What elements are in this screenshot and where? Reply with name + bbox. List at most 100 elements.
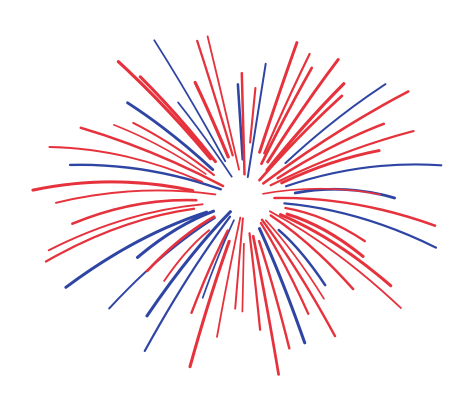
star-icon xyxy=(342,288,347,293)
blue-streak xyxy=(201,219,235,299)
star-icon xyxy=(44,126,50,132)
star-icon xyxy=(66,98,75,106)
red-streak xyxy=(278,213,393,288)
red-streak xyxy=(285,212,365,258)
star-icon xyxy=(369,81,375,87)
star-icon xyxy=(360,281,369,290)
star-icon xyxy=(316,29,325,38)
blue-streak xyxy=(135,209,216,259)
star-icon xyxy=(176,338,183,345)
star-icon xyxy=(425,130,430,134)
star-icon xyxy=(166,27,171,32)
blue-streak xyxy=(126,101,215,172)
star-icon xyxy=(411,268,416,272)
star-icon xyxy=(186,317,192,323)
star-icon xyxy=(334,281,341,287)
red-streak xyxy=(261,90,410,185)
red-streak xyxy=(234,217,244,310)
red-streak xyxy=(196,39,234,157)
red-streak xyxy=(269,214,355,291)
star-icon xyxy=(193,28,198,33)
star-icon xyxy=(235,9,242,16)
star-icon xyxy=(373,154,378,159)
blue-streak xyxy=(64,210,209,289)
red-streak xyxy=(55,189,217,204)
star-icon xyxy=(70,211,78,219)
star-icon xyxy=(41,239,49,246)
star-icon xyxy=(243,369,249,374)
red-streak xyxy=(116,60,213,161)
red-streak xyxy=(260,218,337,338)
red-streak xyxy=(265,82,346,172)
blue-streak xyxy=(177,101,233,178)
red-streak xyxy=(268,210,402,309)
red-streak xyxy=(132,121,215,177)
star-icon xyxy=(353,308,357,312)
star-icon xyxy=(251,38,258,45)
red-streak xyxy=(113,124,207,175)
star-icon xyxy=(294,70,298,74)
star-icon xyxy=(95,293,101,298)
blue-streak xyxy=(236,83,244,161)
star-icon xyxy=(373,307,377,311)
red-streak xyxy=(248,232,262,331)
star-icon xyxy=(284,317,290,323)
star-icon xyxy=(394,185,400,191)
blue-streak xyxy=(143,215,232,352)
star-icon xyxy=(217,14,222,19)
red-streak xyxy=(44,207,196,263)
star-icon xyxy=(368,237,375,244)
red-streak xyxy=(262,187,382,196)
star-icon xyxy=(447,229,452,234)
star-icon xyxy=(217,68,226,77)
star-icon xyxy=(216,40,223,47)
red-streak xyxy=(71,198,198,225)
red-streak xyxy=(260,66,314,166)
star-icon xyxy=(185,42,191,47)
star-icon xyxy=(143,300,147,304)
star-icon xyxy=(417,173,424,179)
red-streak xyxy=(190,229,229,314)
star-icon xyxy=(188,56,196,63)
red-streak xyxy=(273,196,437,227)
red-streak xyxy=(216,216,242,338)
red-streak xyxy=(251,234,280,376)
star-icon xyxy=(193,31,197,35)
star-icon xyxy=(32,203,37,207)
star-icon xyxy=(115,81,122,88)
star-icon xyxy=(176,87,181,92)
star-icon xyxy=(375,154,379,158)
red-streak xyxy=(249,86,257,144)
star-icon xyxy=(344,287,352,294)
star-icon xyxy=(27,241,34,248)
blue-streak xyxy=(246,62,267,178)
star-icon xyxy=(265,8,272,15)
star-icon xyxy=(246,321,254,329)
star-icon xyxy=(339,51,344,56)
star-icon xyxy=(414,244,423,252)
star-icon xyxy=(116,343,125,352)
red-streak xyxy=(259,221,310,315)
star-icon xyxy=(208,330,216,337)
red-streak xyxy=(258,41,299,154)
blue-streak xyxy=(145,210,232,318)
star-icon xyxy=(114,287,123,295)
star-icon xyxy=(61,91,65,95)
star-icon xyxy=(354,61,360,66)
red-streak xyxy=(266,58,340,164)
star-icon xyxy=(434,117,439,122)
star-icon xyxy=(150,70,156,76)
star-icon xyxy=(254,375,262,383)
star-icon xyxy=(426,258,434,265)
red-streak xyxy=(163,229,211,282)
star-icon xyxy=(45,139,50,144)
red-streak xyxy=(269,129,415,187)
star-icon xyxy=(331,45,335,49)
red-streak xyxy=(193,80,230,159)
star-icon xyxy=(329,279,338,287)
blue-streak xyxy=(257,227,307,345)
star-icon xyxy=(193,65,199,70)
red-streak xyxy=(79,126,225,188)
star-icon xyxy=(361,62,370,70)
star-icon xyxy=(76,174,81,179)
